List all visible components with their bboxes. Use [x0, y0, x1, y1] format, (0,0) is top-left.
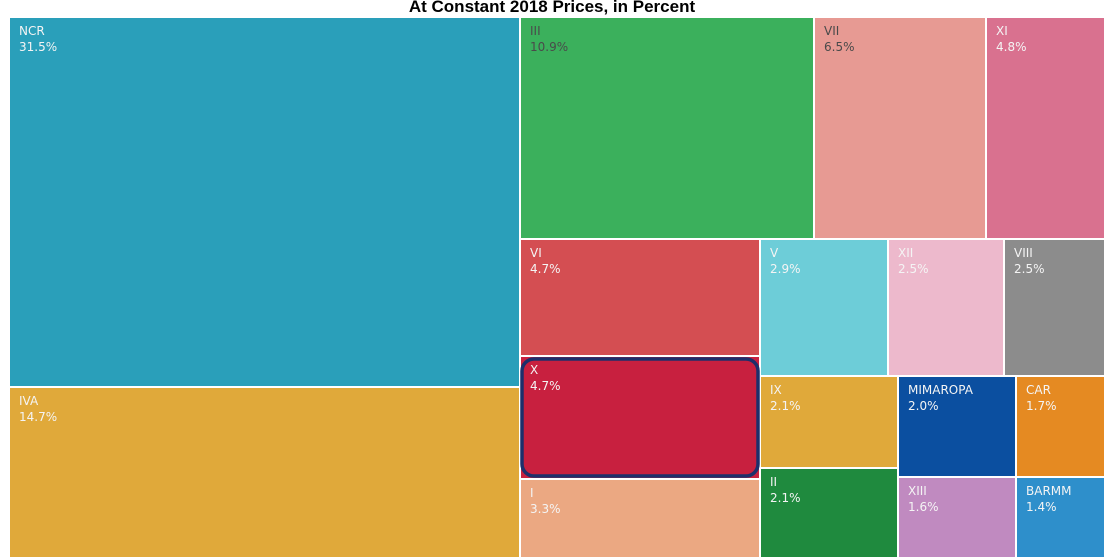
tile-label: VIII — [1014, 246, 1033, 260]
tile — [889, 240, 1003, 375]
value-label: 14.7% — [19, 410, 57, 424]
tile-label: VII — [824, 24, 839, 38]
tile — [1017, 478, 1104, 557]
tile-label: V — [770, 246, 779, 260]
highlight-border — [520, 357, 760, 478]
tile — [899, 377, 1015, 476]
value-label: 2.0% — [908, 399, 939, 413]
value-label: 2.1% — [770, 491, 801, 505]
tile-label: I — [530, 486, 534, 500]
value-label: 4.8% — [996, 40, 1027, 54]
tile-label: IVA — [19, 394, 39, 408]
value-label: 4.7% — [530, 379, 561, 393]
tile-label: XI — [996, 24, 1008, 38]
tile-label: NCR — [19, 24, 45, 38]
chart-title: At Constant 2018 Prices, in Percent — [409, 0, 696, 16]
tile — [761, 240, 887, 375]
tile — [521, 480, 759, 557]
tile — [1017, 377, 1104, 476]
tile-label: CAR — [1026, 383, 1051, 397]
tile — [761, 377, 897, 467]
tile-label: II — [770, 475, 777, 489]
tile-label: MIMAROPA — [908, 383, 974, 397]
tile — [521, 240, 759, 355]
tile — [521, 18, 813, 238]
value-label: 1.4% — [1026, 500, 1057, 514]
value-label: 2.1% — [770, 399, 801, 413]
value-label: 2.5% — [898, 262, 929, 276]
value-label: 10.9% — [530, 40, 568, 54]
tile-label: XIII — [908, 484, 927, 498]
tile — [10, 388, 519, 557]
value-label: 6.5% — [824, 40, 855, 54]
value-label: 1.6% — [908, 500, 939, 514]
tile-label: VI — [530, 246, 542, 260]
value-label: 1.7% — [1026, 399, 1057, 413]
tile-label: III — [530, 24, 541, 38]
value-label: 4.7% — [530, 262, 561, 276]
tile-label: BARMM — [1026, 484, 1072, 498]
tile-label: XII — [898, 246, 913, 260]
tile-label: IX — [770, 383, 782, 397]
tile — [10, 18, 519, 386]
tile — [521, 357, 759, 478]
value-label: 2.9% — [770, 262, 801, 276]
value-label: 3.3% — [530, 502, 561, 516]
tile — [1005, 240, 1104, 375]
tile — [987, 18, 1104, 238]
tile-label: X — [530, 363, 538, 377]
value-label: 2.5% — [1014, 262, 1045, 276]
value-label: 31.5% — [19, 40, 57, 54]
tile — [761, 469, 897, 557]
tile — [899, 478, 1015, 557]
tile — [815, 18, 985, 238]
